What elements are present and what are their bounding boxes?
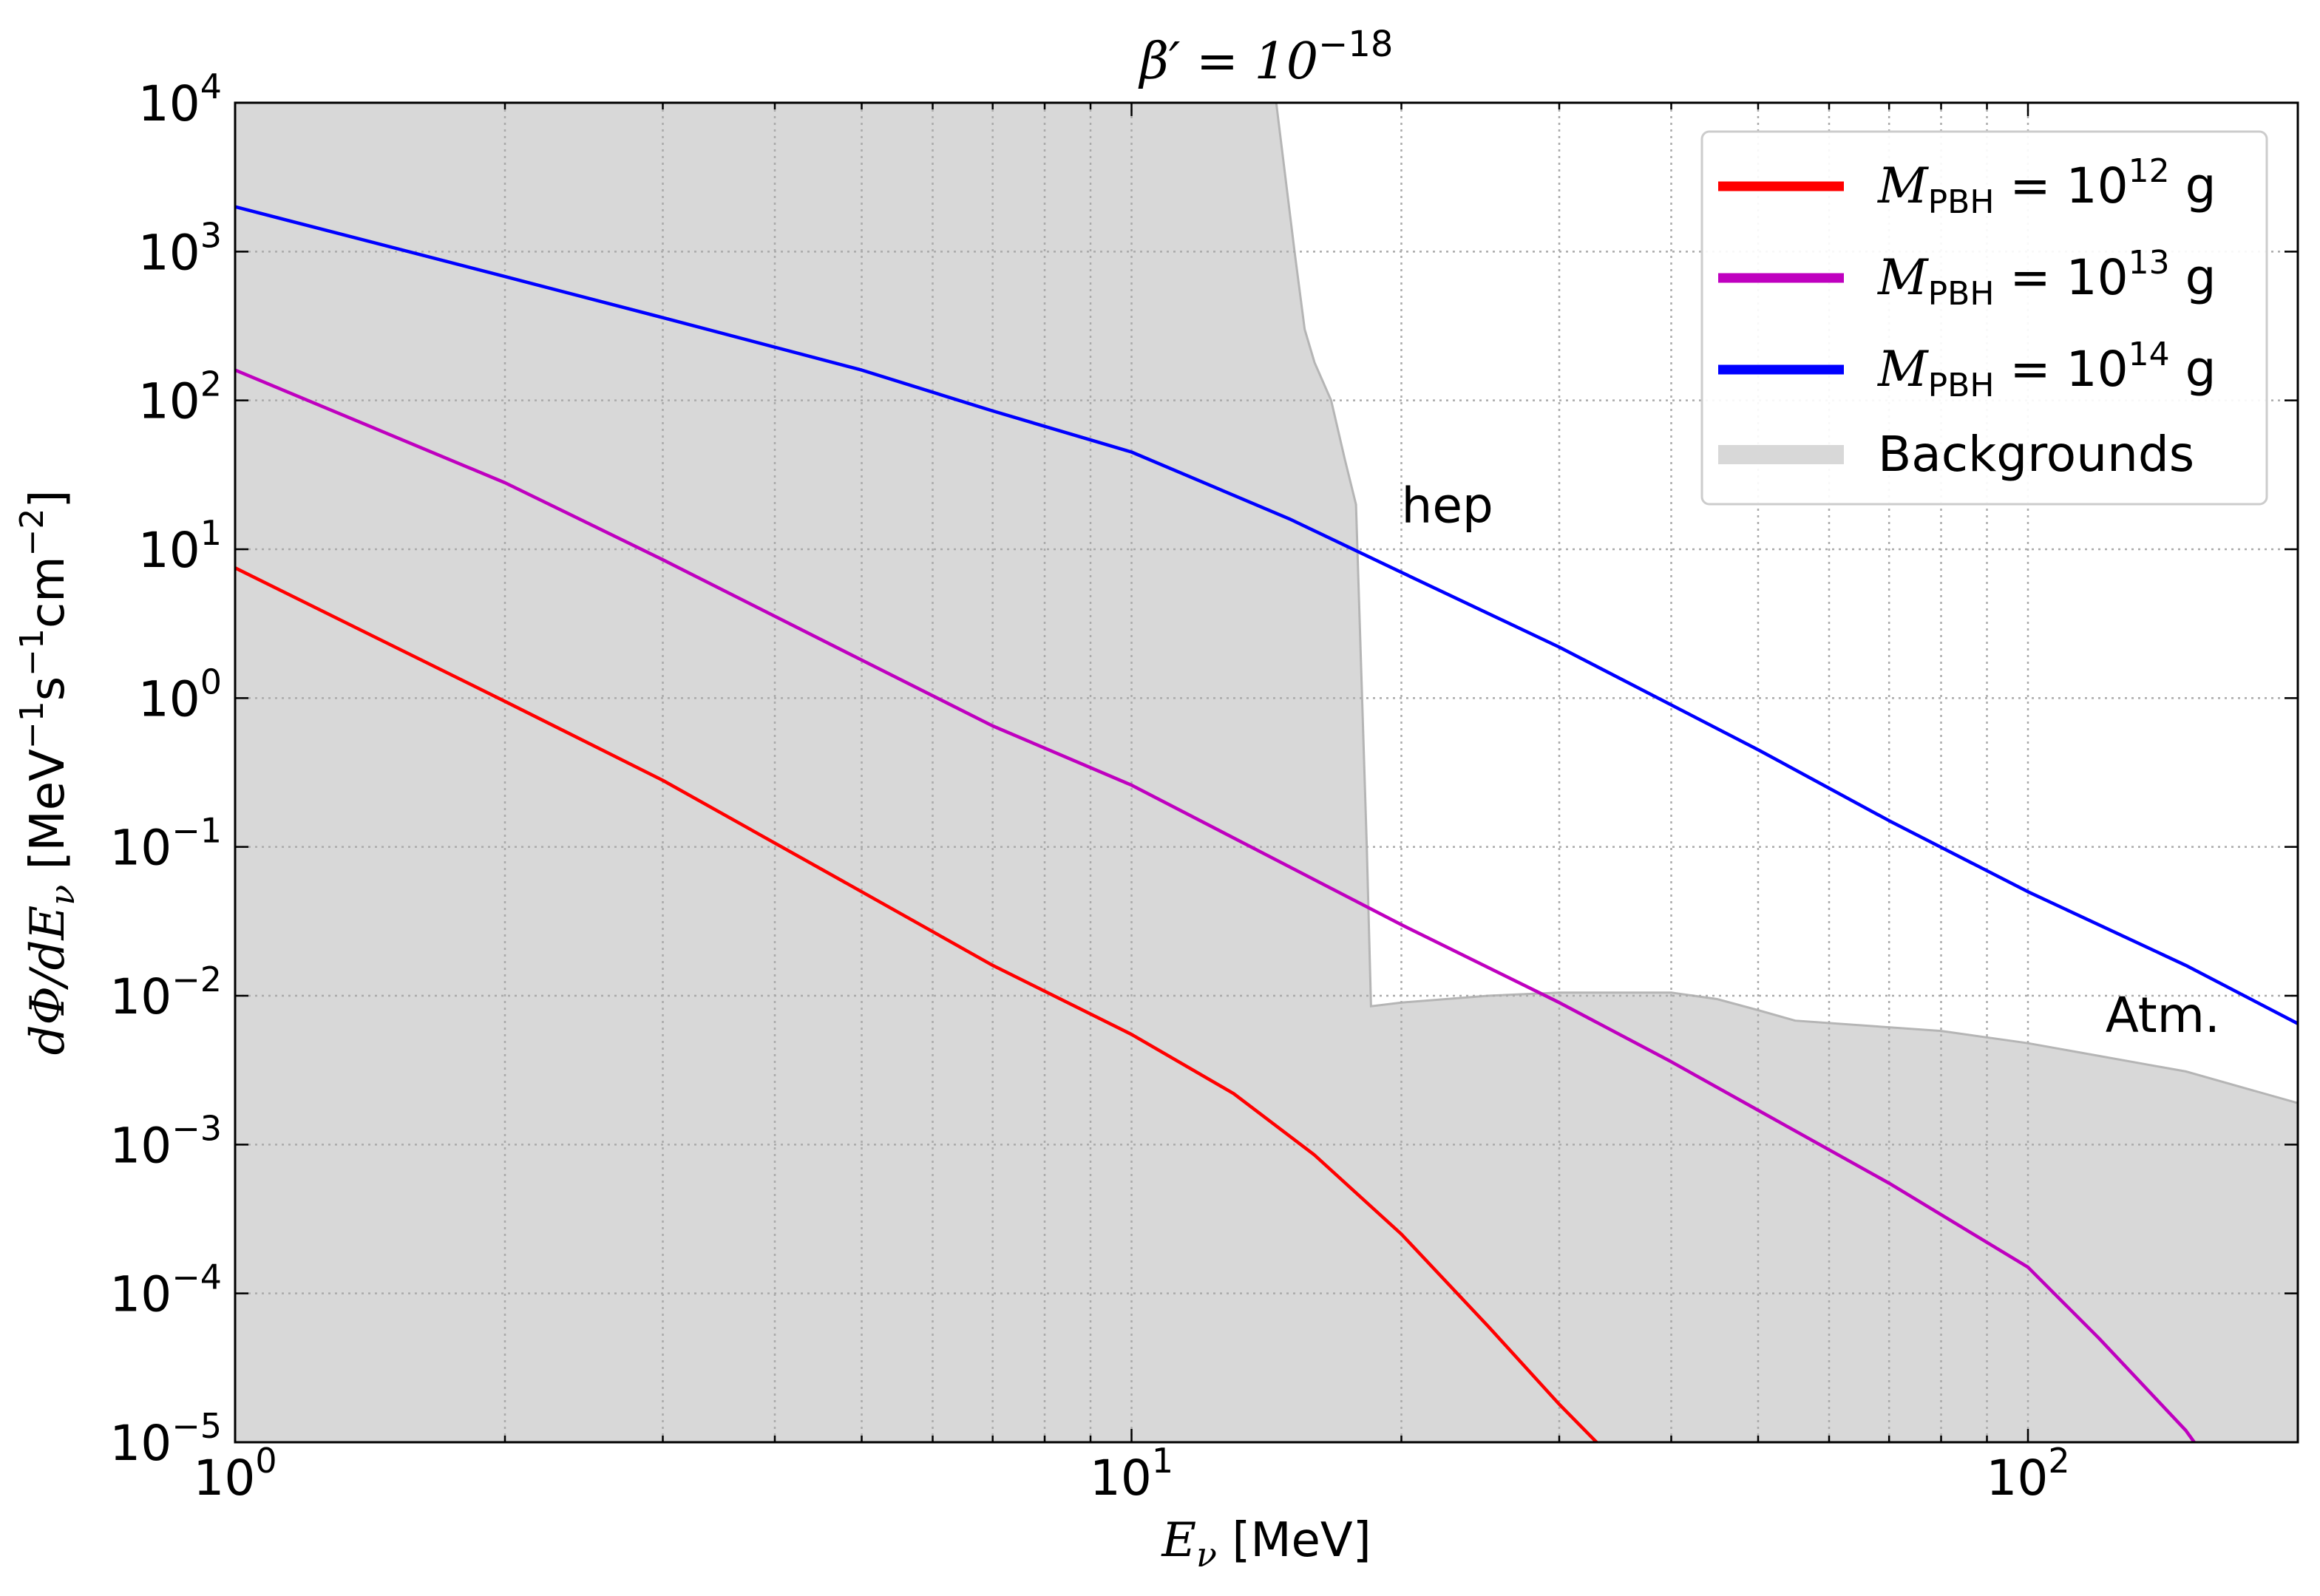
- background-fill: [235, 103, 2298, 1442]
- x-tick-label: 101: [1090, 1441, 1173, 1507]
- legend-label-mpbh-1e13: MPBH = 1013 g: [1877, 244, 2216, 313]
- annotations: hep Atm.: [1401, 477, 2219, 1044]
- y-tick-label: 103: [138, 215, 222, 281]
- y-tick-label: 10−4: [109, 1257, 222, 1323]
- series-line-1: [235, 368, 2197, 1442]
- legend-label-mpbh-1e12: MPBH = 1012 g: [1877, 152, 2216, 221]
- series-lines: [235, 205, 2298, 1442]
- x-axis-label: Eν [MeV]: [1161, 1513, 1371, 1575]
- axis-ticks: 100 101 102 104 103 102 101 100 10−1 10−2 10−3 10−4…: [109, 67, 2299, 1507]
- y-tick-label: 10−5: [109, 1406, 222, 1472]
- legend: MPBH = 1012 g MPBH = 1013 g MPBH = 1014 …: [1700, 130, 2268, 506]
- y-tick-label: 101: [138, 513, 222, 579]
- y-tick-label: 100: [138, 662, 222, 727]
- x-tick-label: 102: [1986, 1441, 2069, 1507]
- x-tick-label: 100: [193, 1441, 277, 1507]
- series-line-0: [235, 566, 1599, 1442]
- background-edge: [1275, 103, 2298, 1104]
- y-tick-label: 10−3: [109, 1108, 222, 1174]
- grid: [235, 103, 2298, 1442]
- legend-label-mpbh-1e14: MPBH = 1014 g: [1877, 336, 2216, 404]
- legend-box: [1700, 130, 2268, 506]
- y-tick-label: 10−2: [109, 960, 222, 1025]
- y-axis-label: dΦ/dEν [MeV−1s−1cm−2]: [13, 490, 82, 1056]
- annotation-hep: hep: [1401, 477, 1493, 534]
- y-tick-label: 102: [138, 364, 222, 430]
- legend-label-backgrounds: Backgrounds: [1878, 426, 2194, 483]
- y-tick-label: 104: [138, 67, 222, 132]
- annotation-atm: Atm.: [2106, 987, 2220, 1044]
- y-tick-label: 10−1: [109, 811, 222, 877]
- series-line-2: [235, 205, 2298, 1025]
- background-region: [235, 103, 2298, 1442]
- chart-title: β′ = 10−18: [1138, 24, 1394, 91]
- plot-frame: [234, 101, 2299, 1444]
